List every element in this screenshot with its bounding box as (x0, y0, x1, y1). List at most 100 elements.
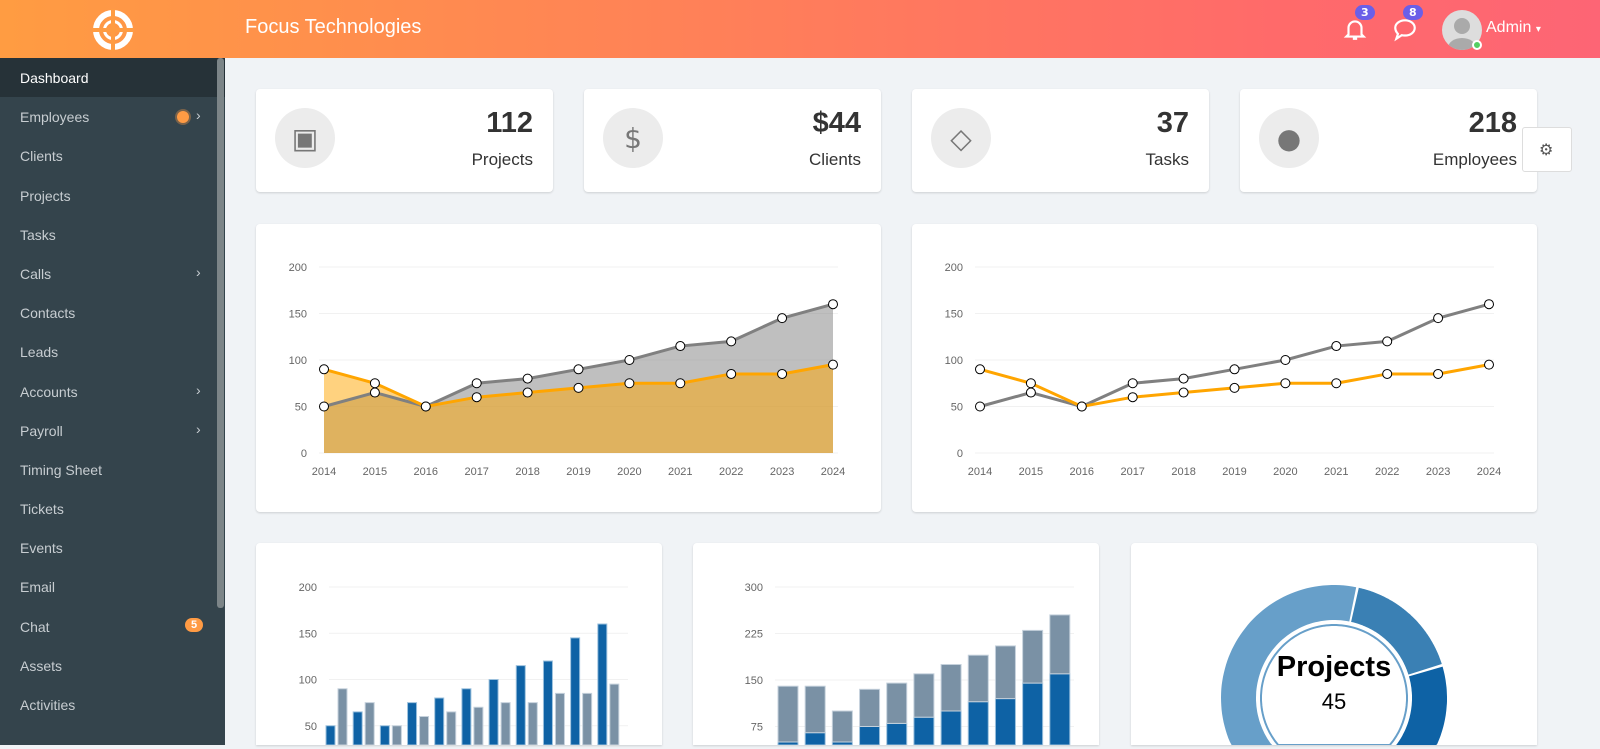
chevron-right-icon: › (196, 263, 201, 280)
data-point (828, 359, 838, 370)
sidebar-item-dashboard[interactable]: Dashboard (0, 58, 225, 98)
x-tick-label: 2015 (363, 466, 387, 478)
sidebar-item-accounts[interactable]: Accounts › (0, 372, 225, 411)
data-point (1229, 364, 1240, 375)
bar-segment (994, 698, 1016, 746)
x-tick-label: 2017 (464, 466, 488, 478)
stacked-bar-chart-card: 75 150 225 300 (693, 543, 1099, 746)
data-point (975, 401, 985, 412)
y-tick-label: 200 (299, 582, 317, 594)
sidebar-item-calls[interactable]: Calls › (0, 254, 225, 293)
data-point (726, 336, 737, 347)
chevron-right-icon: › (196, 420, 201, 437)
caret-down-icon: ▾ (1535, 24, 1541, 35)
x-tick-label: 2018 (1171, 466, 1195, 478)
sidebar-scrollbar[interactable] (217, 58, 224, 608)
sidebar-item-chat[interactable]: Chat 5 (0, 607, 225, 646)
data-point (1178, 373, 1189, 384)
bar-segment (831, 710, 853, 743)
sidebar-item-leads[interactable]: Leads (0, 332, 225, 371)
data-point (1025, 387, 1036, 398)
data-point (369, 387, 380, 398)
bar-segment (859, 726, 881, 746)
bar (337, 688, 348, 746)
y-tick-label: 100 (299, 675, 317, 687)
sidebar-item-payroll[interactable]: Payroll › (0, 411, 225, 450)
y-tick-label: 150 (945, 309, 963, 321)
bar-segment (804, 685, 826, 734)
sidebar-item-tickets[interactable]: Tickets (0, 489, 225, 528)
stat-card-employees: ● 218 Employees (1240, 89, 1537, 192)
bar (515, 665, 526, 746)
user-menu[interactable]: Admin ▾ (1486, 19, 1541, 37)
stat-value: $44 (812, 107, 861, 139)
data-point (1382, 336, 1393, 347)
sidebar-item-email[interactable]: Email (0, 567, 225, 606)
x-tick-label: 2014 (312, 466, 336, 478)
top-header: Focus Technologies 3 8 Admin ▾ (0, 0, 1600, 58)
data-point (522, 373, 533, 384)
x-tick-label: 2014 (968, 466, 992, 478)
settings-gear-button[interactable]: ⚙ (1522, 127, 1572, 172)
x-tick-label: 2022 (719, 466, 743, 478)
donut-slice (1351, 587, 1442, 675)
x-tick-label: 2017 (1120, 466, 1144, 478)
x-tick-label: 2023 (770, 466, 794, 478)
sidebar-item-assets[interactable]: Assets (0, 646, 225, 685)
stat-label: Projects (471, 150, 533, 169)
chat-bubble-icon[interactable] (1392, 16, 1418, 42)
x-tick-label: 2018 (515, 466, 539, 478)
data-point (1025, 378, 1036, 389)
sidebar-item-events[interactable]: Events (0, 528, 225, 567)
bar-segment (940, 710, 962, 746)
chat-badge: 5 (185, 617, 204, 632)
y-tick-label: 0 (957, 448, 963, 460)
data-point (1484, 359, 1494, 370)
x-tick-label: 2019 (1222, 466, 1246, 478)
user-name: Admin (1486, 19, 1532, 36)
data-point (319, 401, 329, 412)
bar (527, 702, 538, 746)
donut-title: Projects (1276, 651, 1392, 683)
bar-segment (859, 688, 881, 728)
data-point (522, 387, 533, 398)
stat-card-clients: $ $44 Clients (584, 89, 881, 192)
area-chart: 0 50 100 150 200 2014 2015 2016 2017 2018 2019 2020… (289, 262, 846, 478)
bar-segment (1049, 673, 1071, 746)
data-point (624, 355, 635, 365)
notifications-badge: 3 (1355, 5, 1375, 20)
data-point (726, 368, 737, 379)
sidebar-item-label: Activities (20, 697, 76, 713)
sidebar-item-label: Calls (20, 265, 52, 282)
sidebar-item-label: Clients (20, 148, 63, 165)
online-status-dot (1472, 40, 1482, 50)
y-tick-label: 75 (751, 722, 763, 734)
donut-slice (1221, 585, 1357, 745)
stat-value: 112 (486, 107, 533, 139)
bar (500, 702, 511, 746)
data-point (369, 378, 380, 389)
logo-icon[interactable] (92, 9, 134, 51)
stat-card-tasks: ◇ 37 Tasks (912, 89, 1209, 192)
bar (352, 711, 363, 746)
data-point (573, 382, 584, 393)
status-dot (177, 111, 189, 124)
sidebar-item-projects[interactable]: Projects (0, 176, 225, 215)
bar-segment (967, 701, 989, 746)
data-point (1076, 401, 1087, 412)
chevron-right-icon: › (196, 381, 201, 398)
y-tick-label: 0 (301, 448, 307, 460)
sidebar-item-clients[interactable]: Clients (0, 136, 225, 175)
sidebar-item-activities[interactable]: Activities (0, 685, 225, 724)
data-point (675, 341, 686, 352)
sidebar-item-tasks[interactable]: Tasks (0, 215, 225, 254)
sidebar-item-contacts[interactable]: Contacts (0, 293, 225, 332)
x-tick-label: 2022 (1375, 466, 1399, 478)
y-tick-label: 100 (945, 355, 963, 367)
donut-inner-ring (1260, 624, 1408, 746)
sidebar-item-timing-sheet[interactable]: Timing Sheet (0, 450, 225, 489)
sidebar-item-employees[interactable]: Employees › (0, 97, 225, 136)
bell-icon[interactable] (1342, 16, 1368, 42)
bar (597, 623, 608, 746)
donut-value: 45 (1321, 689, 1347, 714)
